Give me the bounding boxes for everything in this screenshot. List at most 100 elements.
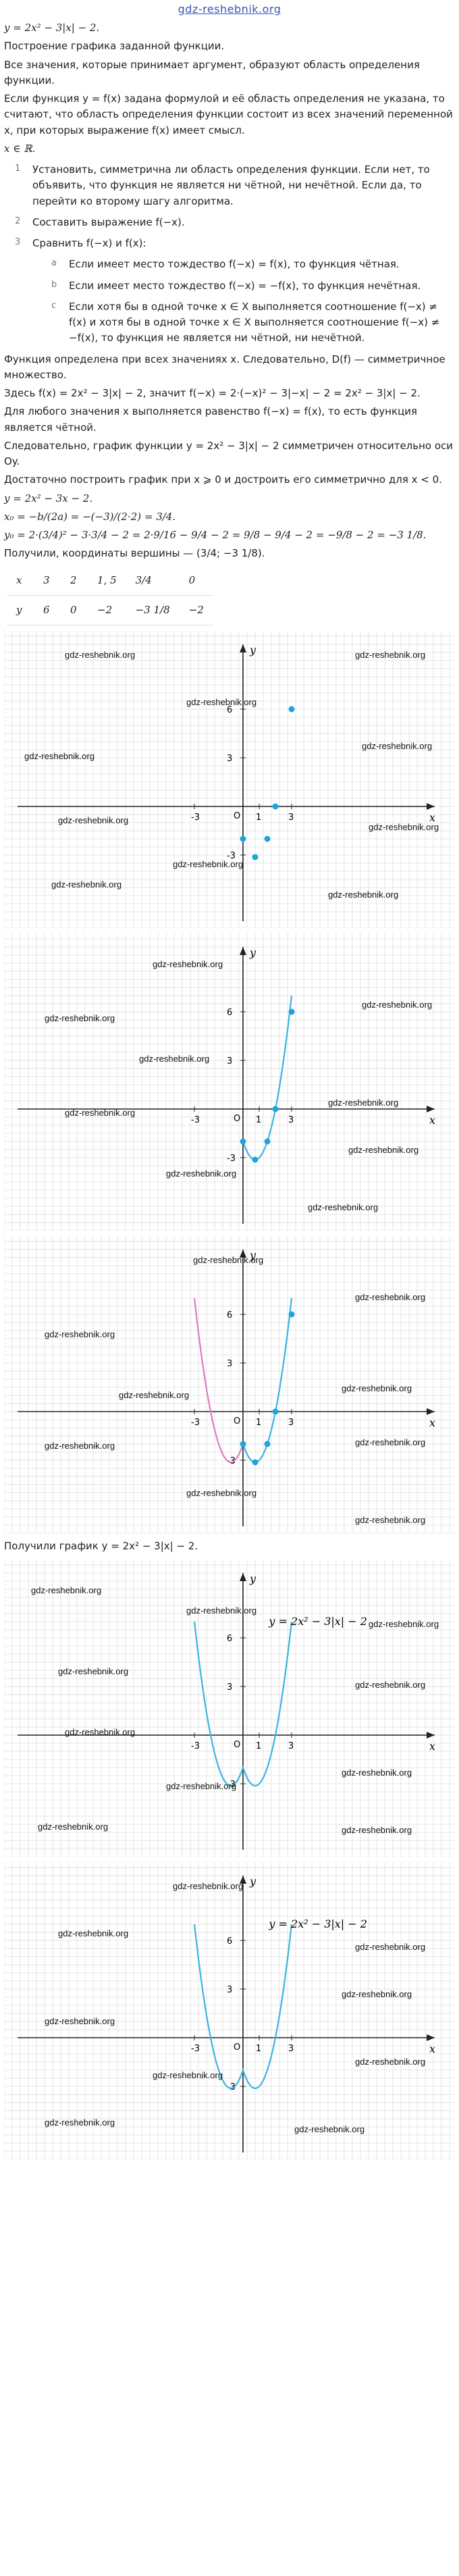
y-tick-label: 3 [227,1359,232,1369]
watermark: gdz-reshebnik.org [362,741,432,751]
y-arrow [240,1876,246,1884]
data-point [252,854,259,860]
y-tick-label: 6 [227,1634,232,1644]
watermark: gdz-reshebnik.org [355,1292,425,1302]
table-row: x 3 2 1, 5 3/4 0 [7,565,213,596]
y-tick-label: 3 [227,1056,232,1066]
watermark: gdz-reshebnik.org [355,1515,425,1525]
y-axis-label: y [249,1875,256,1888]
x-axis-label: x [429,811,435,824]
data-point [240,835,246,842]
x-axis-label: x [429,1740,435,1753]
title-formula: y = 2x² − 3|x| − 2. [4,22,100,34]
y-tick-label: -3 [227,1456,236,1466]
y-arrow [240,947,246,955]
x-in-r: x ∈ ℝ. [4,142,36,155]
values-table: x 3 2 1, 5 3/4 0 y 6 0 −2 −3 1/8 −2 [7,565,213,626]
x-tick-label: 1 [256,1115,261,1125]
x-axis-label: x [429,1416,435,1429]
watermark: gdz-reshebnik.org [153,959,223,969]
x-tick-label: 3 [288,1418,294,1428]
graph-points: xyO-3 1 363-3gdz-reshebnik.orggdz-reshebni… [4,631,455,928]
graph-mirrored-branch: x y O -3 1 3 6 3 -3 gdz-reshebnik.org gdz-reshebni… [4,1236,455,1533]
x-tick-label: 3 [288,813,294,823]
x-arrow [427,1408,435,1415]
domain-definition: Все значения, которые принимает аргумент… [4,58,420,86]
watermark: gdz-reshebnik.org [45,2016,115,2026]
data-point [288,706,295,713]
y-axis-label: y [249,644,256,656]
site-link[interactable]: gdz-reshebnik.org [178,3,281,16]
data-point [288,1311,295,1318]
y-arrow [240,1250,246,1258]
symmetry-text: Следовательно, график функции y = 2x² − … [4,439,454,467]
domain-rule: Если функция y = f(x) задана формулой и … [4,93,453,136]
y-arrow [240,644,246,652]
x-arrow [427,1732,435,1739]
even-conclusion: Для любого значения x выполняется равенс… [4,405,418,434]
watermark: gdz-reshebnik.org [294,2124,364,2134]
table-row: y 6 0 −2 −3 1/8 −2 [7,595,213,626]
watermark: gdz-reshebnik.org [328,890,398,900]
watermark: gdz-reshebnik.org [65,1727,135,1737]
watermark: gdz-reshebnik.org [348,1145,418,1155]
data-point [240,1138,246,1145]
y-axis-label: y [249,1249,256,1262]
watermark: gdz-reshebnik.org [308,1202,378,1212]
origin-label: O [234,1740,240,1750]
x-tick-label: -3 [191,1115,200,1125]
graph-final: xyO-3 1 363-3y = 2x² − 3|x| − 2gdz-reshebn… [4,1560,455,1857]
watermark: gdz-reshebnik.org [328,1098,398,1108]
data-point [272,1106,279,1112]
watermark: gdz-reshebnik.org [186,1605,256,1616]
domain-symmetric: Функция определена при всех значениях x.… [4,353,446,381]
watermark: gdz-reshebnik.org [355,1437,425,1447]
vertex-text: Получили, координаты вершины — (3/4; −3 … [4,547,265,560]
watermark: gdz-reshebnik.org [65,1108,135,1118]
y-tick-label: -3 [227,1780,236,1790]
mirror-branch [193,1297,244,1464]
y-tick-label: -3 [227,1154,236,1164]
watermark: gdz-reshebnik.org [139,1054,209,1064]
watermark: gdz-reshebnik.org [58,815,128,825]
parabola-formula: y = 2x² − 3x − 2. [4,492,93,505]
watermark: gdz-reshebnik.org [186,1488,256,1498]
watermark: gdz-reshebnik.org [166,1168,236,1179]
watermark: gdz-reshebnik.org [355,1942,425,1952]
watermark: gdz-reshebnik.org [166,1781,236,1791]
watermark: gdz-reshebnik.org [355,650,425,660]
watermark: gdz-reshebnik.org [31,1585,101,1595]
data-point [252,1459,259,1466]
y-tick-label: 3 [227,1985,232,1995]
origin-label: O [234,1416,240,1426]
watermark: gdz-reshebnik.org [355,1680,425,1690]
final-text: Получили график y = 2x² − 3|x| − 2. [4,1540,198,1552]
y-tick-label: 6 [227,1310,232,1320]
x-tick-label: -3 [191,1741,200,1751]
origin-label: O [234,1114,240,1124]
y-tick-label: 6 [227,705,232,715]
algorithm-steps: 1 Установить, симметрична ли область опре… [15,162,455,346]
graph-final-repeat: x y O -3 1 3 6 3 -3 y = 2x² − 3|x| − 2 gdz-reshebn… [4,1862,455,2160]
x-arrow [427,2034,435,2042]
watermark: gdz-reshebnik.org [45,2117,115,2128]
origin-label: O [234,2042,240,2053]
origin-label: O [234,811,240,821]
y-tick-label: 6 [227,1008,232,1018]
watermark: gdz-reshebnik.org [355,2057,425,2067]
x-tick-label: 1 [256,2044,261,2054]
function-curve [193,1924,293,2090]
x-tick-label: -3 [191,813,200,823]
x-tick-label: 1 [256,813,261,823]
y-tick-label: 3 [227,1682,232,1693]
f-minus-x: Здесь f(x) = 2x² − 3|x| − 2, значит f(−x… [4,387,421,399]
watermark: gdz-reshebnik.org [173,1881,243,1891]
x-tick-label: 1 [256,1418,261,1428]
step-item: 2 Составить выражение f(−x). [15,215,185,228]
y-tick-label: -3 [227,851,236,861]
curve-label: y = 2x² − 3|x| − 2 [268,1917,367,1930]
step-item: 1 Установить, симметрична ли область опре… [15,163,430,207]
x-axis-label: x [429,2042,435,2055]
watermark: gdz-reshebnik.org [173,859,243,869]
vertex-y: y₀ = 2·(3/4)² − 3·3/4 − 2 = 2·9/16 − 9/4… [4,529,427,541]
